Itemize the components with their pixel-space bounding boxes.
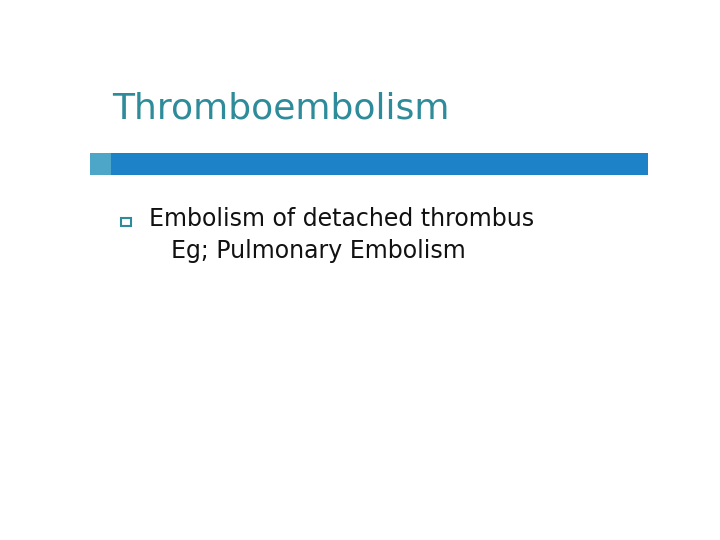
Bar: [121, 218, 131, 226]
Text: Embolism of detached thrombus: Embolism of detached thrombus: [148, 207, 534, 232]
Bar: [90, 153, 111, 175]
Text: Eg; Pulmonary Embolism: Eg; Pulmonary Embolism: [171, 239, 466, 263]
Text: Thromboembolism: Thromboembolism: [112, 91, 450, 125]
Bar: [111, 153, 648, 175]
